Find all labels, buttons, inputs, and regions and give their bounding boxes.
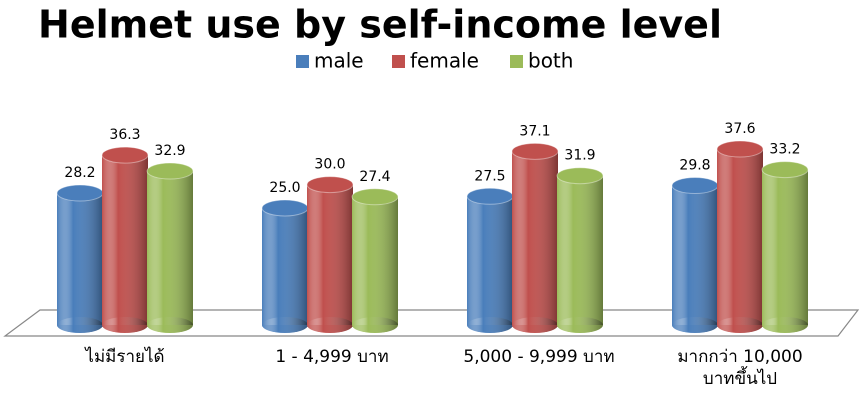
bar-shade: [352, 196, 398, 325]
bar-bottom-shade: [307, 317, 353, 333]
legend-label: male: [314, 49, 364, 73]
x-tick-label: มากกว่า 10,000 บาทขึ้นไป: [677, 347, 803, 389]
x-tick-label: 5,000 - 9,999 บาท: [463, 347, 615, 367]
bar-shade: [557, 175, 603, 325]
floor: [3, 309, 860, 337]
bar-bottom-shade: [512, 317, 558, 333]
bar-top: [716, 140, 764, 158]
bar-bottom-shade: [467, 317, 513, 333]
bar-top: [671, 177, 719, 195]
bar-bottom-shade: [102, 317, 148, 333]
bar-bottom-shade: [762, 317, 808, 333]
legend-swatch: [510, 55, 523, 68]
data-label: 31.9: [564, 148, 595, 164]
bar-bottom-shade: [262, 317, 308, 333]
x-tick-label: 1 - 4,999 บาท: [275, 347, 389, 367]
bar-bottom-shade: [557, 317, 603, 333]
bar-top: [351, 188, 399, 206]
bar-top: [101, 146, 149, 164]
legend-label: female: [410, 49, 479, 73]
bar-top: [146, 162, 194, 180]
bar-top: [556, 167, 604, 185]
bar-shade: [512, 151, 558, 325]
x-tick-label: ไม่มีรายได้: [85, 347, 165, 367]
chart-title: Helmet use by self-income level: [38, 3, 722, 47]
data-label: 27.5: [474, 168, 505, 184]
legend-swatch: [392, 55, 405, 68]
data-label: 37.1: [519, 123, 550, 139]
bar-shade: [672, 185, 718, 325]
data-label: 30.0: [314, 157, 345, 173]
bar-top: [511, 142, 559, 160]
legend-swatch: [296, 55, 309, 68]
bar-shade: [102, 155, 148, 325]
bar-bottom-shade: [352, 317, 398, 333]
bar-top: [306, 176, 354, 194]
bar-top: [761, 161, 809, 179]
data-label: 36.3: [109, 127, 140, 143]
data-label: 27.4: [359, 169, 390, 185]
data-label: 32.9: [154, 143, 185, 159]
bar-bottom-shade: [672, 317, 718, 333]
bar-top: [261, 199, 309, 217]
bar-top: [466, 187, 514, 205]
bar-bottom-shade: [57, 317, 103, 333]
legend-label: both: [528, 49, 573, 73]
bar-shade: [262, 208, 308, 325]
data-label: 28.2: [64, 165, 95, 181]
bar-shade: [57, 193, 103, 325]
data-label: 29.8: [679, 158, 710, 174]
bar-shade: [467, 196, 513, 325]
data-label: 37.6: [724, 121, 755, 137]
bar-shade: [762, 169, 808, 325]
bar-shade: [307, 184, 353, 325]
bar-bottom-shade: [717, 317, 763, 333]
bar-shade: [147, 171, 193, 325]
data-label: 33.2: [769, 142, 800, 158]
data-label: 25.0: [269, 180, 300, 196]
bar-shade: [717, 149, 763, 325]
bar-bottom-shade: [147, 317, 193, 333]
bar-top: [56, 184, 104, 202]
